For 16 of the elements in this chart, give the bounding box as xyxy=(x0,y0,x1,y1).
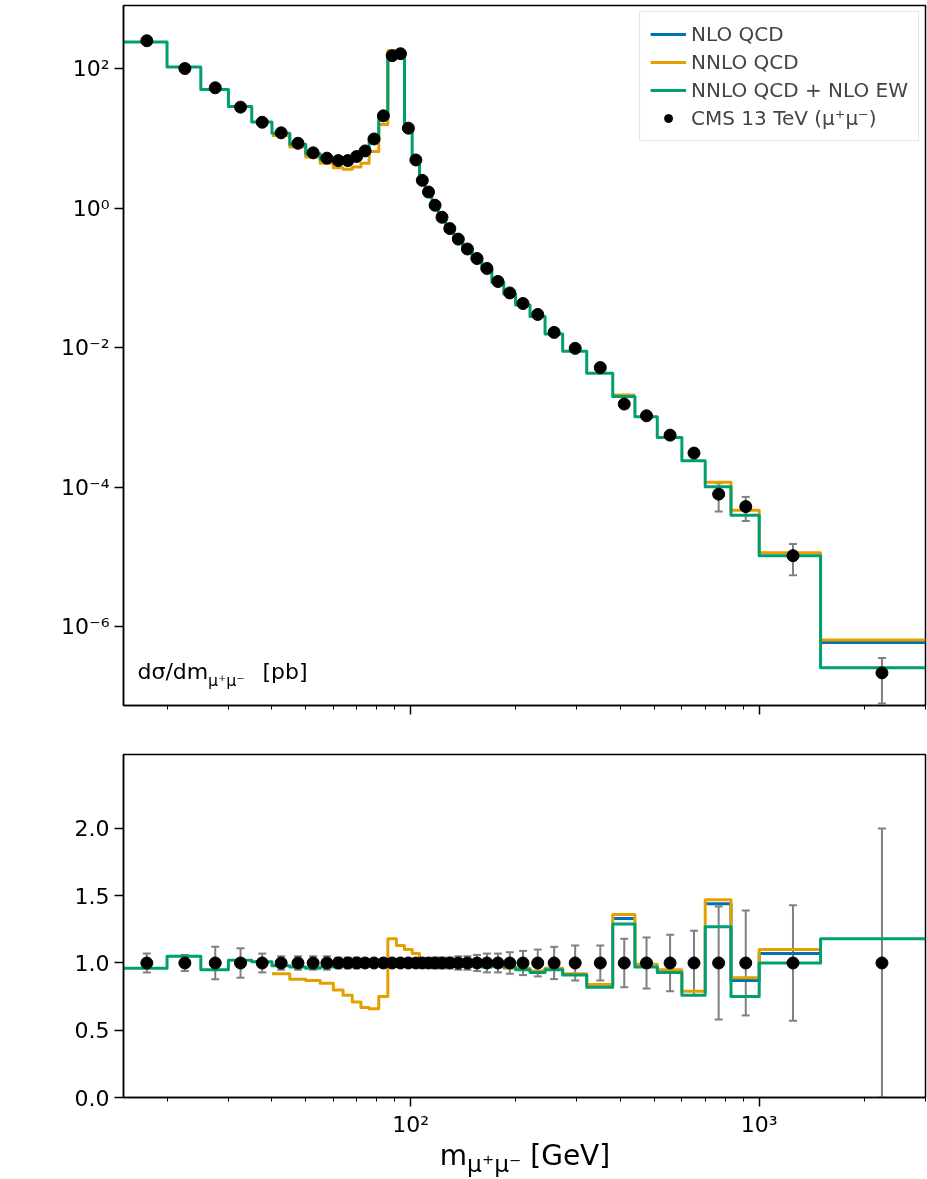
x-tick-label: 10³ xyxy=(740,1111,778,1137)
legend-label: CMS 13 TeV (μ⁺μ⁻) xyxy=(691,106,877,130)
y-tick-label: 2.0 xyxy=(74,816,110,842)
legend-label: NNLO QCD xyxy=(691,50,799,74)
x-axis-title: m$_{μ⁺μ⁻}$ [GeV] xyxy=(439,1139,611,1179)
legend-label: NNLO QCD + NLO EW xyxy=(691,78,908,102)
y-tick-label: 1.0 xyxy=(74,950,110,976)
y-tick-label: 10² xyxy=(72,56,110,82)
legend-label: NLO QCD xyxy=(691,22,784,46)
y-tick-label: 10⁻⁴ xyxy=(61,474,110,500)
y-tick-label: 10⁻² xyxy=(61,335,110,361)
y-tick-label: 10⁻⁶ xyxy=(61,614,110,640)
y-tick-label: 0.0 xyxy=(74,1085,110,1111)
y-tick-label: 0.5 xyxy=(74,1018,110,1044)
y-tick-label: 10⁰ xyxy=(72,195,110,221)
y-tick-label: 1.5 xyxy=(74,883,110,909)
